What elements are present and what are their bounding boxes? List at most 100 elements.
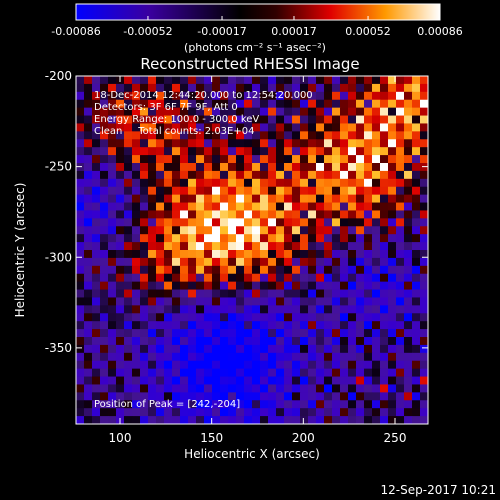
heatmap-cell	[180, 384, 189, 393]
heatmap-cell	[388, 91, 397, 101]
heatmap-cell	[220, 250, 229, 259]
heatmap-cell	[236, 155, 245, 164]
heatmap-cell	[172, 155, 181, 164]
heatmap-cell	[260, 289, 269, 298]
heatmap-cell	[76, 392, 85, 401]
heatmap-cell	[204, 273, 213, 283]
heatmap-cell	[348, 139, 357, 148]
heatmap-cell	[292, 123, 301, 132]
heatmap-cell	[76, 400, 85, 409]
heatmap-cell	[388, 242, 397, 251]
heatmap-cell	[412, 281, 421, 290]
heatmap-cell	[372, 321, 381, 330]
heatmap-cell	[340, 281, 349, 290]
heatmap-cell	[244, 202, 253, 211]
heatmap-cell	[300, 337, 309, 346]
heatmap-cell	[92, 344, 101, 354]
heatmap-cell	[252, 273, 261, 283]
heatmap-cell	[236, 76, 245, 85]
heatmap-cell	[196, 408, 205, 417]
heatmap-cell	[276, 376, 285, 385]
heatmap-cell	[244, 170, 253, 180]
heatmap-cell	[180, 265, 189, 275]
heatmap-cell	[404, 210, 413, 219]
heatmap-cell	[372, 360, 381, 370]
heatmap-cell	[372, 242, 381, 251]
heatmap-cell	[284, 329, 293, 338]
heatmap-cell	[220, 202, 229, 211]
heatmap-cell	[364, 226, 373, 235]
heatmap-cell	[140, 242, 149, 251]
heatmap-cell	[228, 83, 237, 93]
heatmap-cell	[236, 257, 245, 267]
heatmap-cell	[316, 218, 325, 227]
heatmap-cell	[276, 234, 285, 243]
heatmap-cell	[100, 139, 109, 148]
heatmap-cell	[180, 226, 189, 235]
heatmap-cell	[388, 360, 397, 370]
heatmap-cell	[364, 242, 373, 251]
heatmap-cell	[260, 297, 269, 306]
heatmap-cell	[220, 107, 229, 116]
heatmap-cell	[244, 163, 253, 172]
heatmap-cell	[204, 384, 213, 393]
heatmap-cell	[148, 107, 157, 116]
heatmap-cell	[196, 210, 205, 219]
heatmap-cell	[188, 321, 197, 330]
heatmap-cell	[220, 91, 229, 101]
heatmap-cell	[172, 416, 181, 425]
heatmap-cell	[188, 329, 197, 338]
heatmap-cell	[308, 202, 317, 211]
heatmap-cell	[372, 368, 381, 377]
heatmap-cell	[356, 368, 365, 377]
heatmap-cell	[276, 115, 285, 124]
heatmap-cell	[308, 91, 317, 101]
heatmap-cell	[396, 265, 405, 275]
heatmap-cell	[108, 384, 117, 393]
heatmap-cell	[132, 99, 141, 109]
heatmap-cell	[84, 360, 93, 370]
heatmap-cell	[420, 289, 429, 298]
heatmap-cell	[196, 194, 205, 203]
heatmap-cell	[164, 344, 173, 354]
heatmap-cell	[364, 297, 373, 306]
heatmap-cell	[252, 234, 261, 243]
heatmap-cell	[420, 155, 429, 164]
heatmap-cell	[292, 265, 301, 275]
heatmap-cell	[388, 313, 397, 322]
heatmap-cell	[340, 194, 349, 203]
heatmap-cell	[132, 234, 141, 243]
heatmap-cell	[324, 123, 333, 132]
heatmap-cell	[380, 400, 389, 409]
heatmap-cell	[404, 155, 413, 164]
heatmap-cell	[148, 257, 157, 267]
heatmap-cell	[84, 83, 93, 93]
heatmap-cell	[172, 234, 181, 243]
heatmap-cell	[340, 178, 349, 188]
heatmap-cell	[84, 123, 93, 132]
heatmap-cell	[140, 202, 149, 211]
heatmap-cell	[236, 170, 245, 180]
heatmap-cell	[308, 392, 317, 401]
heatmap-cell	[220, 392, 229, 401]
heatmap-cell	[308, 337, 317, 346]
heatmap-cell	[236, 186, 245, 196]
heatmap-cell	[212, 297, 221, 306]
heatmap-cell	[172, 289, 181, 298]
heatmap-cell	[172, 297, 181, 306]
heatmap-cell	[76, 352, 85, 362]
heatmap-cell	[332, 210, 341, 219]
heatmap-cell	[340, 352, 349, 362]
heatmap-cell	[116, 408, 125, 417]
heatmap-cell	[420, 384, 429, 393]
heatmap-cell	[332, 265, 341, 275]
heatmap-cell	[284, 289, 293, 298]
heatmap-cell	[324, 360, 333, 370]
heatmap-cell	[164, 163, 173, 172]
heatmap-cell	[196, 360, 205, 370]
heatmap-cell	[260, 218, 269, 227]
heatmap-cell	[380, 226, 389, 235]
colorbar-tick-label: 0.00017	[271, 25, 317, 38]
heatmap-cell	[316, 115, 325, 124]
heatmap-cell	[268, 234, 277, 243]
